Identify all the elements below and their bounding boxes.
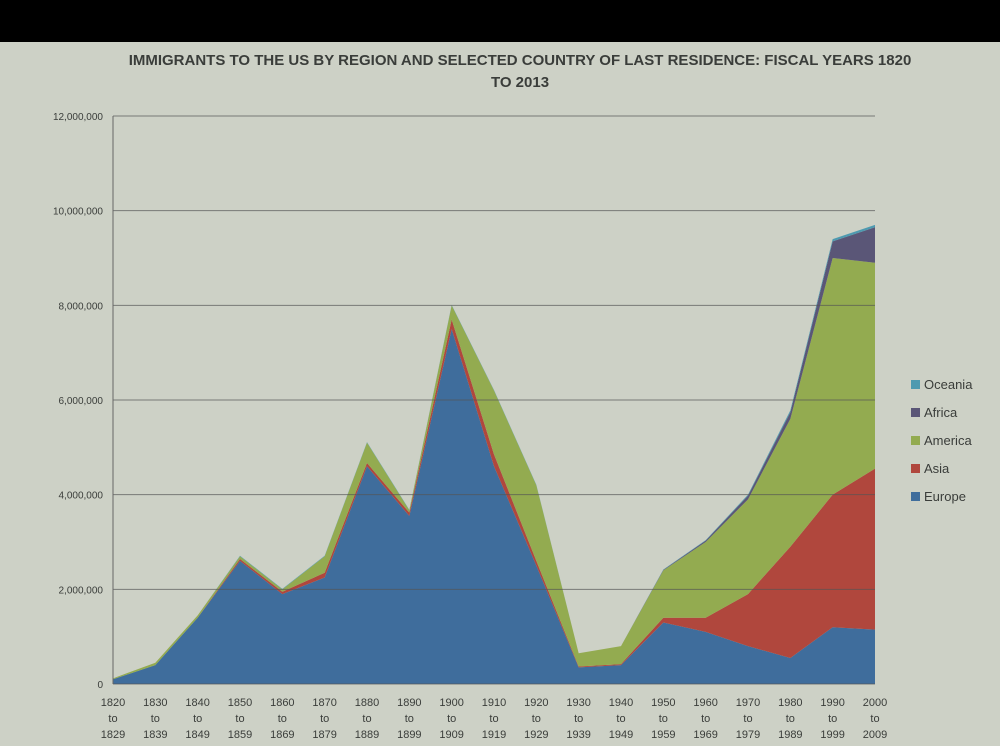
x-tick-label: 1990 — [820, 697, 844, 709]
x-tick-label: 1849 — [185, 729, 209, 741]
x-tick-label: 1820 — [101, 697, 125, 709]
x-tick-label: to — [659, 713, 668, 725]
x-tick-label: 1920 — [524, 697, 548, 709]
x-tick-label: 1960 — [693, 697, 717, 709]
x-tick-label: 2000 — [863, 697, 887, 709]
legend-label-america: America — [924, 433, 972, 448]
x-tick-label: 1840 — [185, 697, 209, 709]
x-tick-label: to — [574, 713, 583, 725]
x-tick-label: 1829 — [101, 729, 125, 741]
x-tick-label: 1939 — [566, 729, 590, 741]
x-tick-label: to — [320, 713, 329, 725]
x-tick-label: 1879 — [312, 729, 336, 741]
x-tick-label: to — [786, 713, 795, 725]
x-tick-label: 1830 — [143, 697, 167, 709]
y-tick-label: 0 — [97, 680, 103, 691]
x-tick-label: to — [701, 713, 710, 725]
x-tick-label: to — [616, 713, 625, 725]
x-tick-label: to — [193, 713, 202, 725]
legend-label-europe: Europe — [924, 489, 966, 504]
x-tick-label: 1850 — [228, 697, 252, 709]
x-tick-label: 1870 — [312, 697, 336, 709]
y-tick-label: 2,000,000 — [59, 585, 104, 596]
x-tick-label: to — [278, 713, 287, 725]
x-tick-label: 1969 — [693, 729, 717, 741]
x-tick-label: 1949 — [609, 729, 633, 741]
y-tick-label: 8,000,000 — [59, 301, 104, 312]
area-europe — [113, 329, 875, 684]
x-tick-label: 1899 — [397, 729, 421, 741]
x-tick-label: to — [828, 713, 837, 725]
x-tick-label: 1859 — [228, 729, 252, 741]
x-tick-label: to — [447, 713, 456, 725]
chart-title: IMMIGRANTS TO THE US BY REGION AND SELEC… — [128, 52, 912, 91]
x-tick-label: 1929 — [524, 729, 548, 741]
x-tick-label: 1940 — [609, 697, 633, 709]
x-tick-label: 1970 — [736, 697, 760, 709]
x-tick-label: 1889 — [355, 729, 379, 741]
x-tick-label: 1930 — [566, 697, 590, 709]
x-tick-label: 1959 — [651, 729, 675, 741]
legend-label-oceania: Oceania — [924, 377, 973, 392]
y-tick-label: 6,000,000 — [59, 396, 104, 407]
y-tick-label: 12,000,000 — [53, 112, 103, 123]
legend-swatch-europe — [911, 492, 920, 501]
x-tick-label: to — [235, 713, 244, 725]
x-tick-label: 1999 — [820, 729, 844, 741]
x-tick-label: to — [108, 713, 117, 725]
y-tick-label: 4,000,000 — [59, 491, 104, 502]
x-tick-label: to — [405, 713, 414, 725]
x-tick-label: 1890 — [397, 697, 421, 709]
legend-label-asia: Asia — [924, 461, 950, 476]
area-asia — [113, 319, 875, 680]
legend-label-africa: Africa — [924, 405, 958, 420]
area-america — [113, 258, 875, 680]
legend-swatch-america — [911, 436, 920, 445]
x-tick-label: 1869 — [270, 729, 294, 741]
legend-swatch-asia — [911, 464, 920, 473]
x-tick-label: 1979 — [736, 729, 760, 741]
x-tick-label: to — [870, 713, 879, 725]
x-tick-label: to — [151, 713, 160, 725]
legend-swatch-oceania — [911, 380, 920, 389]
x-tick-label: 1839 — [143, 729, 167, 741]
legend-swatch-africa — [911, 408, 920, 417]
x-tick-label: 1900 — [439, 697, 463, 709]
x-tick-label: 1950 — [651, 697, 675, 709]
x-tick-label: 1910 — [482, 697, 506, 709]
x-tick-label: 1909 — [439, 729, 463, 741]
x-tick-label: to — [489, 713, 498, 725]
x-tick-label: 2009 — [863, 729, 887, 741]
x-tick-label: 1919 — [482, 729, 506, 741]
y-tick-label: 10,000,000 — [53, 207, 103, 218]
x-tick-label: to — [532, 713, 541, 725]
x-tick-label: 1980 — [778, 697, 802, 709]
x-tick-label: to — [743, 713, 752, 725]
black-top-bar — [0, 0, 1000, 42]
x-tick-label: 1880 — [355, 697, 379, 709]
x-tick-label: to — [362, 713, 371, 725]
x-tick-label: 1989 — [778, 729, 802, 741]
x-tick-label: 1860 — [270, 697, 294, 709]
